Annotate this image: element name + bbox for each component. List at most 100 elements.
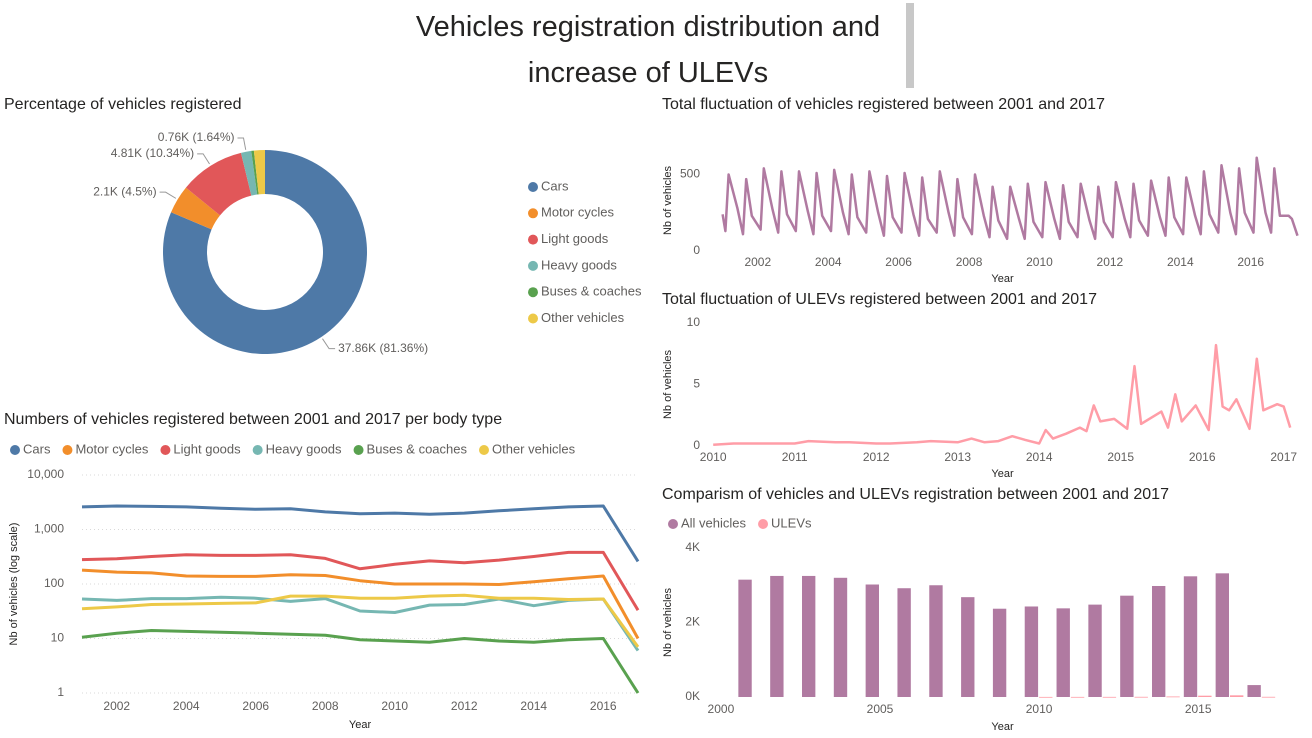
y-tick-label: 10 xyxy=(51,631,65,645)
bar xyxy=(1056,608,1070,697)
y-axis-title: Nb of vehicles (log scale) xyxy=(8,523,20,646)
bar xyxy=(1261,696,1276,698)
legend-label: Motor cycles xyxy=(541,205,614,220)
x-tick-label: 2010 xyxy=(700,450,727,464)
line xyxy=(81,595,640,652)
x-tick-label: 2010 xyxy=(381,699,408,713)
x-tick-label: 2000 xyxy=(708,702,735,716)
legend-label: Light goods xyxy=(173,441,241,456)
x-tick-label: 2016 xyxy=(590,699,617,713)
bar xyxy=(1230,695,1244,697)
legend-marker xyxy=(758,519,769,529)
y-tick-label: 4K xyxy=(685,540,700,554)
bar xyxy=(1088,604,1102,697)
bar xyxy=(1102,696,1117,698)
legend-label: ULEVs xyxy=(771,515,812,530)
x-tick-label: 2011 xyxy=(782,450,808,464)
x-axis-title: Year xyxy=(349,719,372,731)
x-axis-title: Year xyxy=(991,273,1014,285)
legend-label: Cars xyxy=(541,178,569,193)
y-tick-label: 5 xyxy=(693,377,700,391)
x-tick-label: 2005 xyxy=(867,702,894,716)
legend-marker xyxy=(10,445,20,455)
legend-marker xyxy=(528,313,538,324)
chart-title: Percentage of vehicles registered xyxy=(4,96,241,113)
y-tick-label: 10,000 xyxy=(27,467,64,481)
donut-slice xyxy=(171,187,221,230)
y-tick-label: 2K xyxy=(685,615,700,629)
bar xyxy=(1247,685,1261,697)
bar xyxy=(1166,696,1180,698)
y-tick-label: 0 xyxy=(693,243,700,257)
legend-marker xyxy=(528,208,538,219)
x-tick-label: 2017 xyxy=(1270,450,1297,464)
line xyxy=(81,593,640,648)
x-tick-label: 2015 xyxy=(1107,450,1134,464)
x-tick-label: 2010 xyxy=(1026,702,1053,716)
x-tick-label: 2016 xyxy=(1189,450,1216,464)
legend-marker xyxy=(528,287,538,298)
leader-line xyxy=(237,137,247,150)
chart-title: Total fluctuation of vehicles registered… xyxy=(662,96,1105,113)
x-tick-label: 2014 xyxy=(1167,255,1194,269)
leader-line xyxy=(322,338,336,350)
bar xyxy=(738,579,752,697)
y-tick-label: 10 xyxy=(687,315,701,329)
legend-label: Other vehicles xyxy=(541,310,625,325)
x-tick-label: 2004 xyxy=(173,699,200,713)
line xyxy=(81,504,640,563)
legend-marker xyxy=(479,445,489,455)
bar xyxy=(1134,696,1148,698)
legend-label: Buses & coaches xyxy=(367,441,468,456)
bar xyxy=(1039,696,1053,698)
bar xyxy=(1070,696,1085,698)
x-tick-label: 2014 xyxy=(520,699,547,713)
line xyxy=(81,568,640,640)
x-tick-label: 2014 xyxy=(1026,450,1053,464)
legend-label: Other vehicles xyxy=(492,441,576,456)
bar xyxy=(961,597,975,697)
donut-slice xyxy=(251,150,259,195)
x-tick-label: 2010 xyxy=(1026,255,1053,269)
data-label: 4.81K (10.34%) xyxy=(111,146,194,160)
x-tick-label: 2008 xyxy=(312,699,339,713)
x-tick-label: 2002 xyxy=(103,699,130,713)
legend-marker xyxy=(528,182,538,192)
x-axis-title: Year xyxy=(991,468,1014,480)
page-title: Vehicles registration distribution and i… xyxy=(415,11,881,89)
bar xyxy=(897,588,911,697)
legend-label: Cars xyxy=(23,441,51,456)
donut-slice xyxy=(253,150,265,195)
bar xyxy=(929,585,943,697)
x-tick-label: 2008 xyxy=(956,255,983,269)
bar xyxy=(802,575,816,697)
y-tick-label: 500 xyxy=(680,167,700,181)
bar xyxy=(865,584,879,697)
y-axis-title: Nb of vehicles xyxy=(662,587,674,657)
bar xyxy=(1120,595,1134,697)
legend-marker xyxy=(528,234,538,245)
legend-label: Light goods xyxy=(541,231,609,246)
leader-line xyxy=(159,191,177,199)
chart-title: Comparism of vehicles and ULEVs registra… xyxy=(662,486,1169,503)
x-tick-label: 2013 xyxy=(944,450,971,464)
x-tick-label: 2004 xyxy=(815,255,842,269)
y-tick-label: 0 xyxy=(693,438,700,452)
y-tick-label: 1,000 xyxy=(34,522,64,536)
bar xyxy=(1024,606,1039,697)
line xyxy=(721,156,1299,241)
chart-title: Total fluctuation of ULEVs registered be… xyxy=(662,291,1097,308)
y-axis-title: Nb of vehicles xyxy=(662,165,674,235)
x-tick-label: 2006 xyxy=(242,699,269,713)
x-tick-label: 2012 xyxy=(863,450,890,464)
legend-marker xyxy=(62,445,73,455)
x-axis-title: Year xyxy=(991,721,1014,733)
x-tick-label: 2006 xyxy=(885,255,912,269)
donut-slice xyxy=(185,152,252,216)
legend-label: Buses & coaches xyxy=(541,284,642,299)
legend-label: Motor cycles xyxy=(75,441,148,456)
bar xyxy=(1198,695,1212,697)
bar xyxy=(1183,576,1198,697)
